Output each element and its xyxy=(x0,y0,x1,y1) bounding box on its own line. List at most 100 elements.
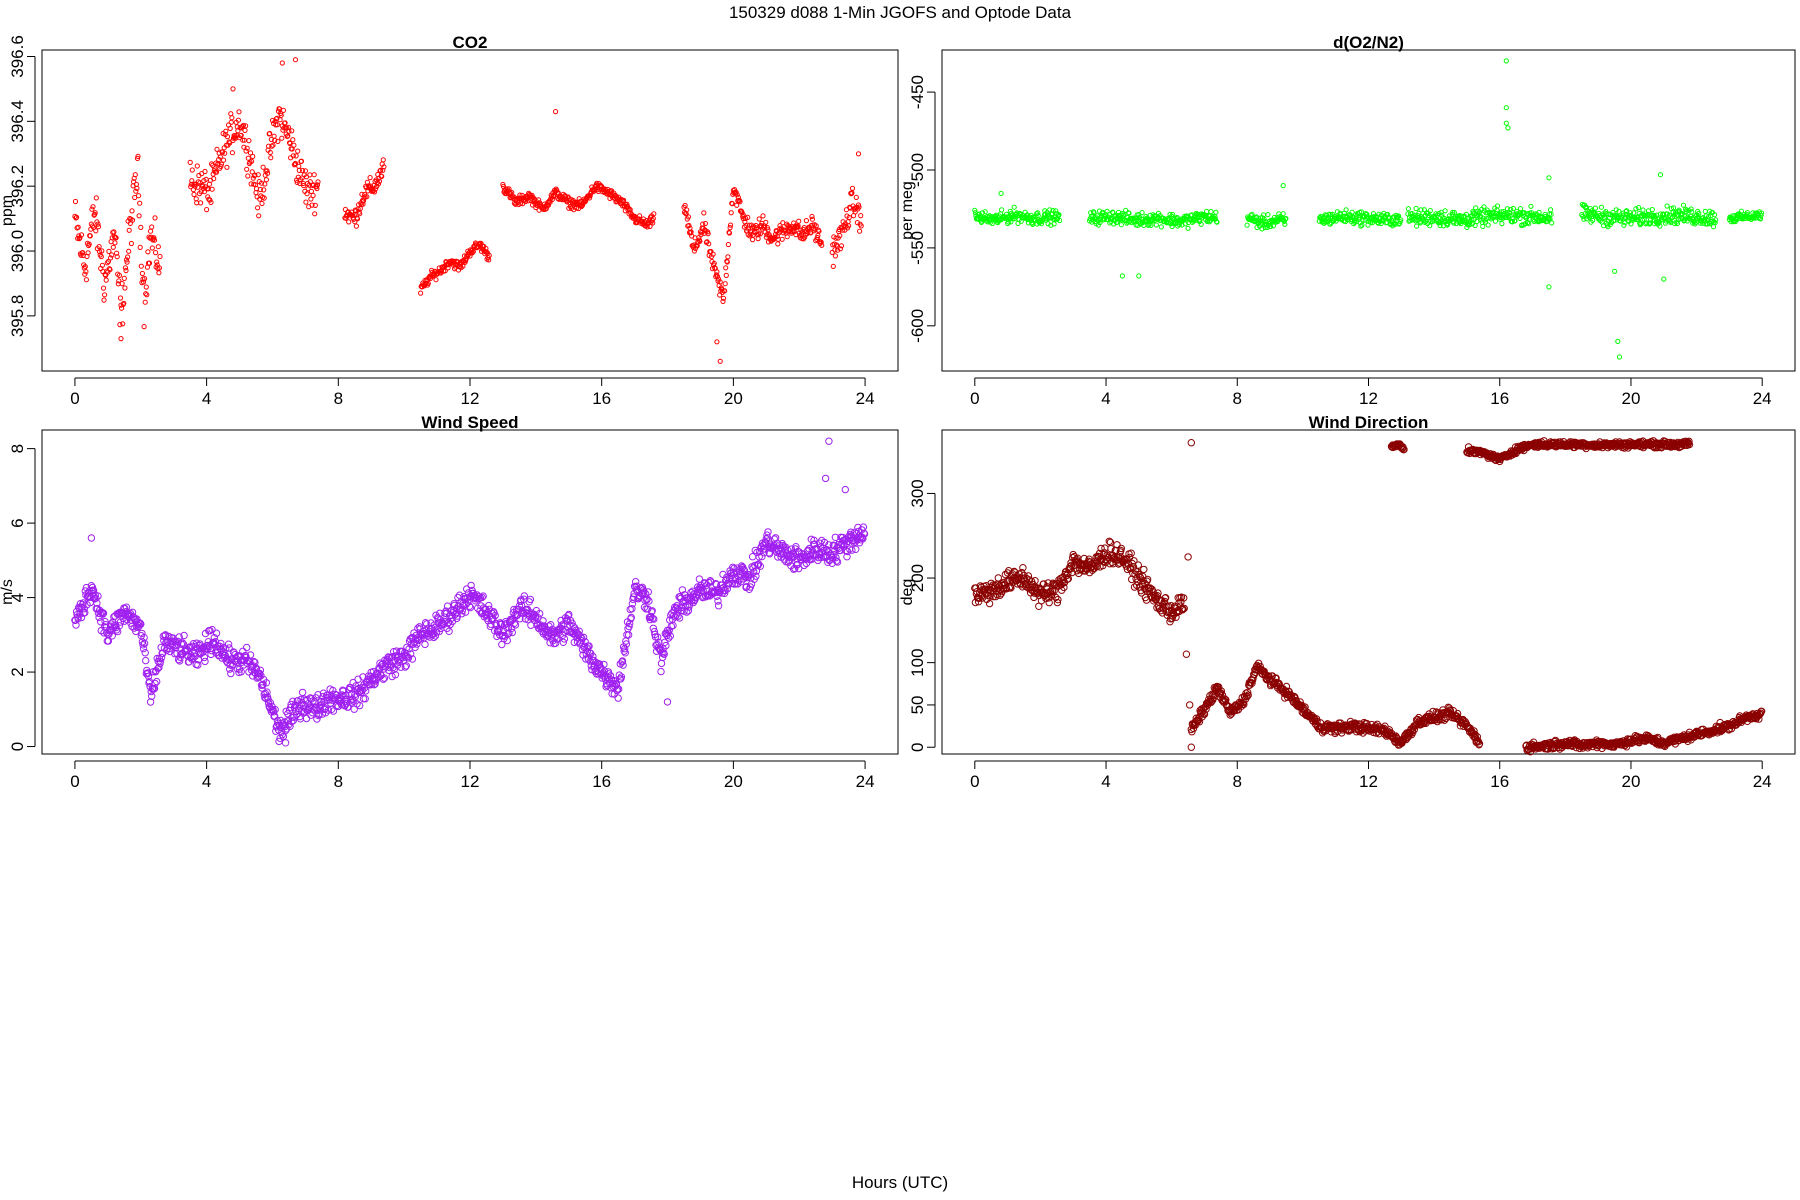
wind_direction-point xyxy=(1143,575,1152,584)
wind_speed-point xyxy=(800,561,808,570)
wind_speed-point xyxy=(81,608,89,617)
wind_speed-point xyxy=(269,708,278,716)
wind_speed-point xyxy=(843,547,852,556)
co2-point xyxy=(92,210,98,216)
o2n2-point xyxy=(1613,207,1619,213)
wind_speed-point xyxy=(762,535,770,543)
co2-point xyxy=(195,184,201,190)
o2n2-point xyxy=(1053,208,1059,214)
co2-point xyxy=(802,234,808,240)
o2n2-x-tick-label: 16 xyxy=(1490,389,1509,408)
co2-point xyxy=(286,128,292,134)
co2-point xyxy=(757,231,763,237)
wind_speed-point xyxy=(752,572,760,580)
o2n2-point xyxy=(1047,207,1053,213)
co2-point xyxy=(257,186,263,193)
o2n2-outlier-point xyxy=(1119,273,1126,279)
wind_speed-point xyxy=(644,588,652,596)
co2-point xyxy=(269,143,275,149)
wind_speed-point xyxy=(714,602,723,610)
wind_speed-point xyxy=(246,651,255,659)
o2n2-point xyxy=(1343,207,1349,213)
co2-outlier-point xyxy=(855,151,862,157)
co2-point xyxy=(146,234,152,240)
o2n2-point xyxy=(1358,209,1365,215)
wind_direction-point xyxy=(1179,605,1187,613)
wind_speed-point xyxy=(760,549,768,557)
wind_direction-x-tick-label: 20 xyxy=(1622,772,1641,791)
o2n2-point xyxy=(1467,222,1473,228)
co2-point xyxy=(856,204,862,210)
wind_speed-point xyxy=(516,615,524,623)
wind_speed-point xyxy=(614,694,622,702)
wind_direction-x-tick-label: 0 xyxy=(970,772,979,791)
co2-point xyxy=(224,134,231,140)
co2-point xyxy=(460,263,466,269)
o2n2-outlier-point xyxy=(998,190,1004,196)
co2-point xyxy=(104,260,110,266)
co2-point xyxy=(445,265,451,271)
o2n2-point xyxy=(1592,205,1599,211)
co2-point xyxy=(360,198,367,204)
co2-point xyxy=(198,200,204,206)
co2-point xyxy=(849,185,856,191)
wind_speed-point xyxy=(508,628,516,637)
wind_speed-point xyxy=(632,578,640,586)
co2-point xyxy=(93,228,99,234)
o2n2-point xyxy=(1153,222,1159,228)
co2-point xyxy=(285,133,291,139)
co2-point xyxy=(622,208,628,214)
o2n2-point xyxy=(1485,222,1491,228)
wind_speed-point xyxy=(142,656,150,665)
wind_speed-point xyxy=(657,667,665,676)
wind_speed-point xyxy=(243,643,251,652)
wind_direction-point xyxy=(1247,678,1255,687)
o2n2-point xyxy=(1045,221,1051,227)
co2-point xyxy=(96,244,102,250)
wind_speed-point xyxy=(840,540,848,548)
wind_speed-point xyxy=(329,707,338,715)
co2-point xyxy=(236,109,242,115)
co2-point xyxy=(682,202,688,209)
wind_speed-point xyxy=(347,690,356,698)
o2n2-point xyxy=(1657,223,1663,229)
wind_speed-point xyxy=(510,605,518,614)
co2-point xyxy=(835,247,841,253)
wind_speed-outlier-point xyxy=(825,437,833,445)
wind_speed-point xyxy=(443,602,452,610)
wind_speed-point xyxy=(356,701,364,710)
co2-point xyxy=(241,144,247,150)
o2n2-point xyxy=(1282,221,1288,227)
co2-point xyxy=(255,205,261,211)
co2-point xyxy=(245,173,251,179)
co2-point xyxy=(380,157,386,163)
co2-point xyxy=(108,255,114,261)
co2-point xyxy=(143,291,149,297)
co2-point xyxy=(201,189,207,195)
wind_speed-point xyxy=(294,697,302,705)
co2-point xyxy=(85,250,91,256)
wind_direction-y-tick-label: 50 xyxy=(908,695,927,714)
co2-point xyxy=(82,264,88,270)
co2-outlier-point xyxy=(230,86,236,92)
co2-point xyxy=(765,227,771,233)
o2n2-point xyxy=(1738,208,1745,214)
o2n2-point xyxy=(1636,205,1642,211)
wind_speed-outlier-point xyxy=(841,485,849,494)
co2-point xyxy=(242,127,248,133)
wind_direction-point xyxy=(1244,688,1252,697)
co2-point xyxy=(136,213,142,219)
o2n2-point xyxy=(1528,203,1534,209)
co2-point xyxy=(83,277,90,283)
co2-point xyxy=(274,122,280,128)
o2n2-point xyxy=(1422,219,1428,225)
co2-outlier-point xyxy=(553,109,559,115)
wind_speed-point xyxy=(684,594,692,602)
co2-point xyxy=(706,241,712,247)
wind_speed-point xyxy=(485,601,493,610)
co2-point xyxy=(99,262,106,268)
co2-point xyxy=(840,227,846,233)
co2-point xyxy=(142,276,148,282)
co2-point xyxy=(126,248,132,254)
wind_speed-point xyxy=(721,586,729,595)
